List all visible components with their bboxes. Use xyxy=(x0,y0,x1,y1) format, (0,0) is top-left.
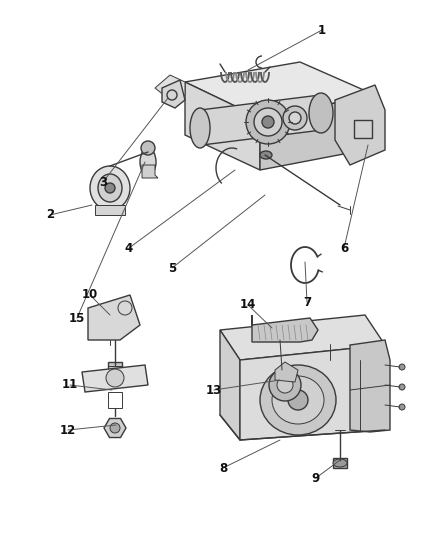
Ellipse shape xyxy=(110,423,120,433)
Text: 10: 10 xyxy=(82,288,98,302)
Polygon shape xyxy=(240,345,385,440)
Ellipse shape xyxy=(260,151,272,159)
Ellipse shape xyxy=(272,376,324,424)
Ellipse shape xyxy=(141,141,155,155)
Polygon shape xyxy=(200,95,322,145)
Text: 7: 7 xyxy=(303,295,311,309)
Ellipse shape xyxy=(333,459,347,467)
Polygon shape xyxy=(252,315,318,342)
Polygon shape xyxy=(82,365,148,392)
Text: 9: 9 xyxy=(312,472,320,484)
Ellipse shape xyxy=(262,116,274,128)
Ellipse shape xyxy=(269,369,301,401)
Ellipse shape xyxy=(246,100,290,144)
Polygon shape xyxy=(260,95,375,170)
Polygon shape xyxy=(104,418,126,438)
Text: 1: 1 xyxy=(318,23,326,36)
Ellipse shape xyxy=(288,390,308,410)
Text: 14: 14 xyxy=(240,298,256,311)
Text: 5: 5 xyxy=(168,262,176,274)
Polygon shape xyxy=(185,82,260,170)
Polygon shape xyxy=(95,205,125,215)
Ellipse shape xyxy=(260,365,336,435)
Ellipse shape xyxy=(399,404,405,410)
Text: 12: 12 xyxy=(60,424,76,437)
Text: 3: 3 xyxy=(99,175,107,189)
Polygon shape xyxy=(162,80,185,108)
Polygon shape xyxy=(220,315,385,360)
Polygon shape xyxy=(275,362,298,382)
Text: 6: 6 xyxy=(340,241,348,254)
Ellipse shape xyxy=(277,377,293,393)
Ellipse shape xyxy=(190,108,210,148)
Text: 2: 2 xyxy=(46,208,54,222)
Ellipse shape xyxy=(399,364,405,370)
Polygon shape xyxy=(350,340,390,432)
Polygon shape xyxy=(88,295,140,340)
Ellipse shape xyxy=(105,183,115,193)
Text: 15: 15 xyxy=(69,311,85,325)
Bar xyxy=(108,362,122,370)
Ellipse shape xyxy=(140,148,156,176)
Text: 4: 4 xyxy=(125,241,133,254)
Polygon shape xyxy=(220,330,240,440)
Ellipse shape xyxy=(90,166,130,210)
Ellipse shape xyxy=(289,112,301,124)
Polygon shape xyxy=(335,85,385,165)
Polygon shape xyxy=(155,75,185,100)
Text: 13: 13 xyxy=(206,384,222,397)
Ellipse shape xyxy=(98,174,122,202)
Bar xyxy=(354,120,372,138)
Ellipse shape xyxy=(283,106,307,130)
Bar xyxy=(333,458,347,468)
Ellipse shape xyxy=(106,369,124,387)
Ellipse shape xyxy=(254,108,282,136)
Polygon shape xyxy=(185,62,375,118)
Ellipse shape xyxy=(399,384,405,390)
Ellipse shape xyxy=(309,93,333,133)
Text: 11: 11 xyxy=(62,378,78,392)
Polygon shape xyxy=(142,165,158,178)
Text: 8: 8 xyxy=(219,462,227,474)
